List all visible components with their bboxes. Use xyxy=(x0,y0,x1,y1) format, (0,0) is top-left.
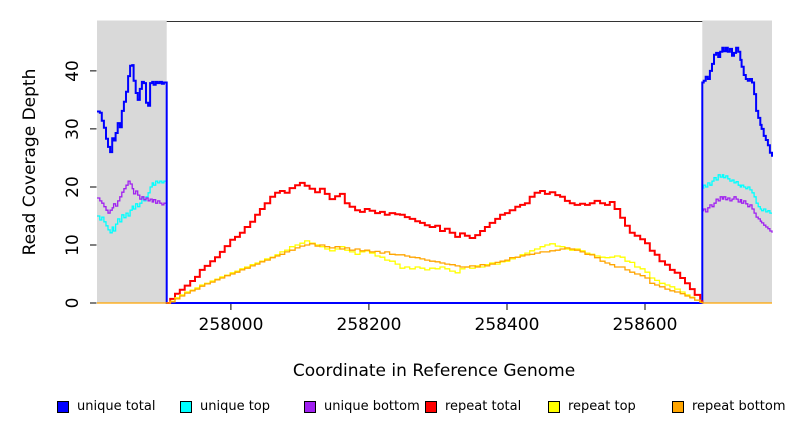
legend-label: repeat top xyxy=(568,399,636,414)
y-axis-title: Read Coverage Depth xyxy=(20,68,40,256)
axis-tick-marks xyxy=(90,70,646,310)
legend-swatch-repeat-top xyxy=(548,400,560,413)
legend-item-unique-total: unique total xyxy=(57,399,155,414)
series-repeat-total-line xyxy=(166,181,704,304)
legend-swatch-unique-total xyxy=(57,400,69,413)
x-tick-label-258200: 258200 xyxy=(336,315,402,335)
legend-swatch-unique-top xyxy=(180,400,192,413)
x-axis-title: Coordinate in Reference Genome xyxy=(292,361,576,381)
legend-item-repeat-total: repeat total xyxy=(425,399,521,414)
x-tick-label-258600: 258600 xyxy=(612,315,678,335)
series-unique-bottom-line xyxy=(97,180,773,304)
legend-swatch-repeat-total xyxy=(425,400,437,413)
legend-label: repeat bottom xyxy=(692,399,786,414)
legend-swatch-unique-bottom xyxy=(304,400,316,413)
series-unique-top-line xyxy=(97,174,772,304)
legend-swatch-repeat-bottom xyxy=(672,400,684,413)
legend-item-repeat-top: repeat top xyxy=(548,399,636,414)
legend-label: unique top xyxy=(200,399,271,414)
shaded-region-left xyxy=(97,20,167,304)
y-tick-label-30: 30 xyxy=(63,118,83,140)
x-tick-label-258400: 258400 xyxy=(474,315,540,335)
y-tick-label-10: 10 xyxy=(63,234,83,256)
legend-label: unique total xyxy=(77,399,156,414)
y-tick-label-40: 40 xyxy=(63,60,83,82)
legend-label: unique bottom xyxy=(324,399,420,414)
series-repeat-bottom-line xyxy=(97,243,772,304)
series-unique-total-line xyxy=(97,46,773,304)
y-tick-label-20: 20 xyxy=(63,176,83,198)
legend-item-repeat-bottom: repeat bottom xyxy=(672,399,786,414)
legend-item-unique-bottom: unique bottom xyxy=(304,399,420,414)
x-tick-label-258000: 258000 xyxy=(198,315,264,335)
legend-item-unique-top: unique top xyxy=(180,399,270,414)
series-repeat-top-line xyxy=(168,240,703,304)
shaded-region-right xyxy=(702,20,772,304)
y-tick-label-0: 0 xyxy=(63,297,83,309)
legend-label: repeat total xyxy=(445,399,522,414)
